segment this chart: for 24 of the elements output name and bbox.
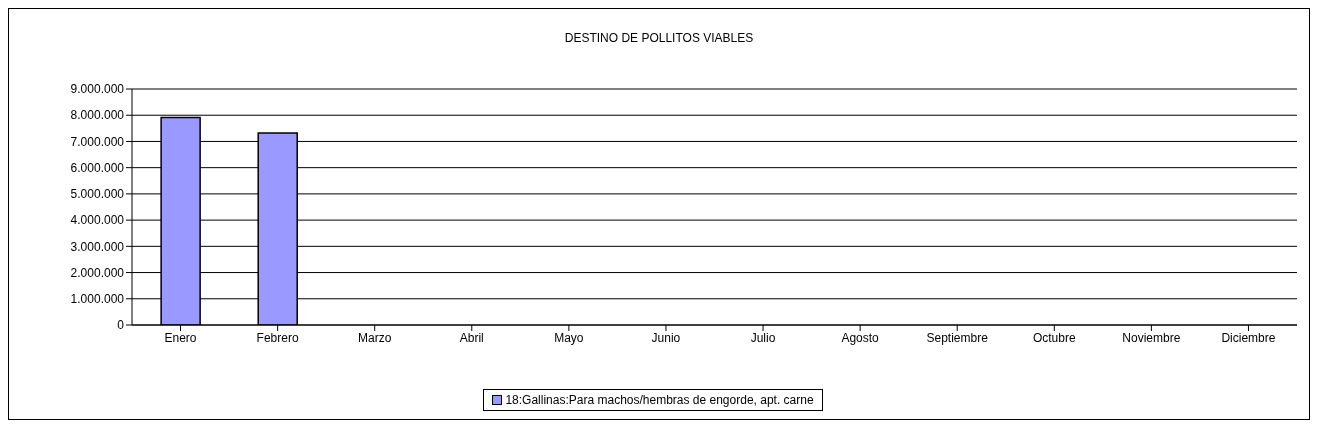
y-tick-label: 7.000.000 <box>70 134 125 149</box>
x-tick-label: Mayo <box>554 330 584 345</box>
x-tick-label: Septiembre <box>926 330 989 345</box>
x-tick-label: Noviembre <box>1122 330 1181 345</box>
y-tick-label: 9.000.000 <box>70 82 125 97</box>
y-tick-label: 0 <box>117 318 125 333</box>
y-tick-label: 5.000.000 <box>70 187 125 202</box>
y-tick-label: 2.000.000 <box>70 265 125 280</box>
x-tick-label: Julio <box>750 330 776 345</box>
x-tick-label: Marzo <box>358 330 392 345</box>
y-tick-label: 6.000.000 <box>70 160 125 175</box>
x-tick-label: Febrero <box>256 330 299 345</box>
x-tick-label: Octubre <box>1032 330 1076 345</box>
y-tick-label: 1.000.000 <box>70 292 125 307</box>
x-tick-label: Abril <box>459 330 484 345</box>
y-tick-label: 8.000.000 <box>70 108 125 123</box>
x-tick-label: Junio <box>651 330 681 345</box>
y-tick-label: 3.000.000 <box>70 239 125 254</box>
x-tick-label: Agosto <box>841 330 880 345</box>
chart-title: DESTINO DE POLLITOS VIABLES <box>563 31 755 45</box>
x-tick-label: Diciembre <box>1221 330 1276 345</box>
legend-label: 18:Gallinas:Para machos/hembras de engorde, apt. carne <box>504 393 814 407</box>
x-tick-label: Enero <box>164 330 197 345</box>
y-tick-label: 4.000.000 <box>70 213 125 228</box>
